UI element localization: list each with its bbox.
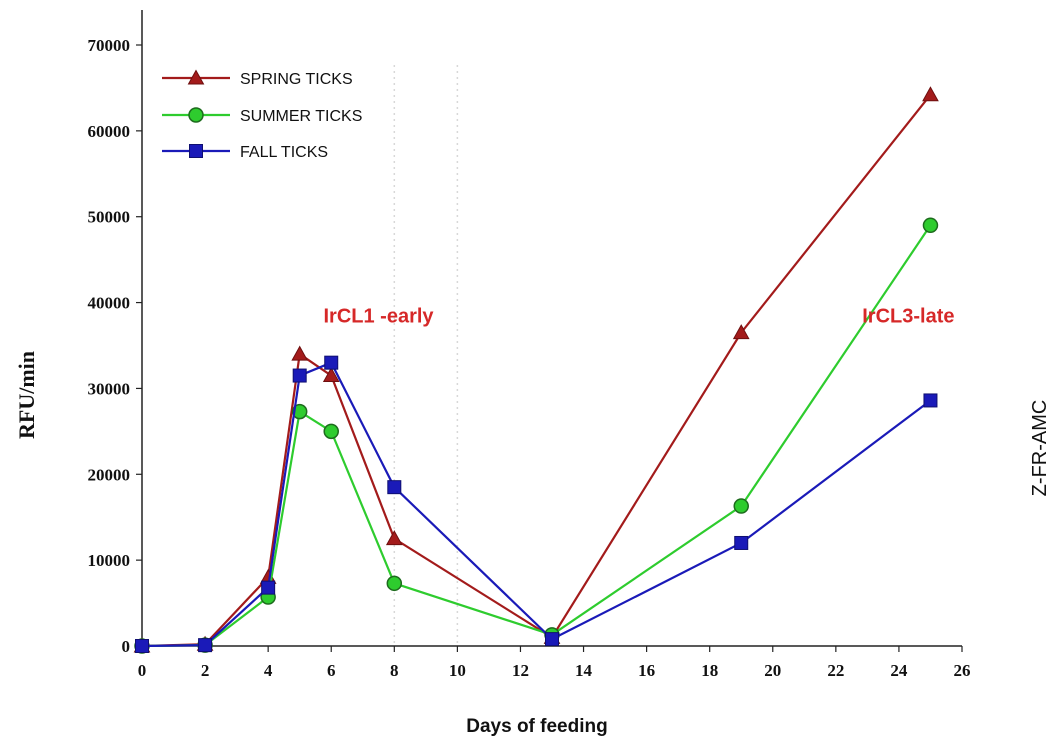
x-axis-ticks: 0 2 4 6 8 10 12 14 16 18 20 22 24 26 xyxy=(138,646,971,680)
legend-item-fall-ticks: FALL TICKS xyxy=(162,144,328,161)
annotation-1: IrCL3-late xyxy=(862,305,954,327)
data-point-fall-ticks-0 xyxy=(135,639,149,653)
x-tick-label-2: 4 xyxy=(264,661,273,680)
data-point-spring-ticks-8 xyxy=(922,86,939,102)
x-tick-label-13: 26 xyxy=(954,661,971,680)
x-tick-label-4: 8 xyxy=(390,661,399,680)
y-tick-label-7: 70000 xyxy=(88,36,131,55)
data-point-fall-ticks-4 xyxy=(324,355,339,370)
legend-label-summer-ticks: SUMMER TICKS xyxy=(240,108,362,125)
legend-marker-fall-ticks xyxy=(189,144,203,158)
data-point-spring-ticks-4 xyxy=(322,367,340,383)
data-point-fall-ticks-5 xyxy=(387,480,402,495)
y-tick-label-4: 40000 xyxy=(88,294,131,313)
legend-label-fall-ticks: FALL TICKS xyxy=(240,144,328,161)
x-tick-label-5: 10 xyxy=(449,661,466,680)
x-tick-label-10: 20 xyxy=(764,661,781,680)
data-point-summer-ticks-4 xyxy=(323,423,339,440)
data-point-summer-ticks-3 xyxy=(291,403,308,420)
y-axis-ticks: 0 10000 20000 30000 40000 50000 60000 70000 xyxy=(88,36,142,656)
legend: SPRING TICKS SUMMER TICKS FALL TICKS xyxy=(162,69,362,161)
legend-item-spring-ticks: SPRING TICKS xyxy=(162,69,353,88)
data-point-fall-ticks-7 xyxy=(734,535,749,550)
legend-marker-summer-ticks xyxy=(188,107,204,123)
data-point-fall-ticks-8 xyxy=(923,393,938,408)
series-layer xyxy=(133,86,939,654)
x-tick-label-8: 16 xyxy=(638,661,655,680)
y-tick-label-3: 30000 xyxy=(88,379,131,398)
side-label: Z-FR-AMC xyxy=(1029,400,1051,497)
x-tick-label-7: 14 xyxy=(575,661,593,680)
data-point-fall-ticks-1 xyxy=(198,638,213,653)
reference-lines xyxy=(393,65,459,646)
series-spring-ticks xyxy=(133,86,939,653)
x-axis-label: Days of feeding xyxy=(466,716,607,737)
x-tick-label-0: 0 xyxy=(138,661,147,680)
x-tick-label-6: 12 xyxy=(512,661,529,680)
y-tick-label-5: 50000 xyxy=(88,208,131,227)
x-tick-label-11: 22 xyxy=(827,661,844,680)
data-point-fall-ticks-2 xyxy=(261,580,276,595)
y-tick-label-1: 10000 xyxy=(88,551,131,570)
series-line-spring-ticks xyxy=(141,94,932,648)
data-point-fall-ticks-6 xyxy=(545,632,559,647)
y-tick-label-0: 0 xyxy=(122,637,131,656)
x-tick-label-1: 2 xyxy=(201,661,210,680)
data-point-summer-ticks-5 xyxy=(386,575,403,592)
y-tick-label-2: 20000 xyxy=(88,465,131,484)
data-point-spring-ticks-3 xyxy=(291,345,309,361)
series-fall-ticks xyxy=(135,355,938,653)
data-point-spring-ticks-7 xyxy=(732,324,750,340)
data-point-spring-ticks-5 xyxy=(385,530,403,546)
data-point-summer-ticks-8 xyxy=(922,217,939,234)
x-tick-label-3: 6 xyxy=(327,661,336,680)
legend-item-summer-ticks: SUMMER TICKS xyxy=(162,107,362,125)
axes xyxy=(141,10,962,647)
x-tick-label-9: 18 xyxy=(701,661,718,680)
x-tick-label-12: 24 xyxy=(890,661,908,680)
series-summer-ticks xyxy=(134,217,939,654)
legend-marker-spring-ticks xyxy=(187,69,205,85)
legend-label-spring-ticks: SPRING TICKS xyxy=(240,71,353,88)
annotation-0: IrCL1 -early xyxy=(324,305,435,327)
y-tick-label-6: 60000 xyxy=(88,122,131,141)
annotations: IrCL1 -early IrCL3-late xyxy=(324,305,955,327)
data-point-summer-ticks-7 xyxy=(733,498,749,514)
y-axis-label: RFU/min xyxy=(14,351,39,439)
series-line-summer-ticks xyxy=(141,224,932,648)
data-point-fall-ticks-3 xyxy=(292,368,307,383)
